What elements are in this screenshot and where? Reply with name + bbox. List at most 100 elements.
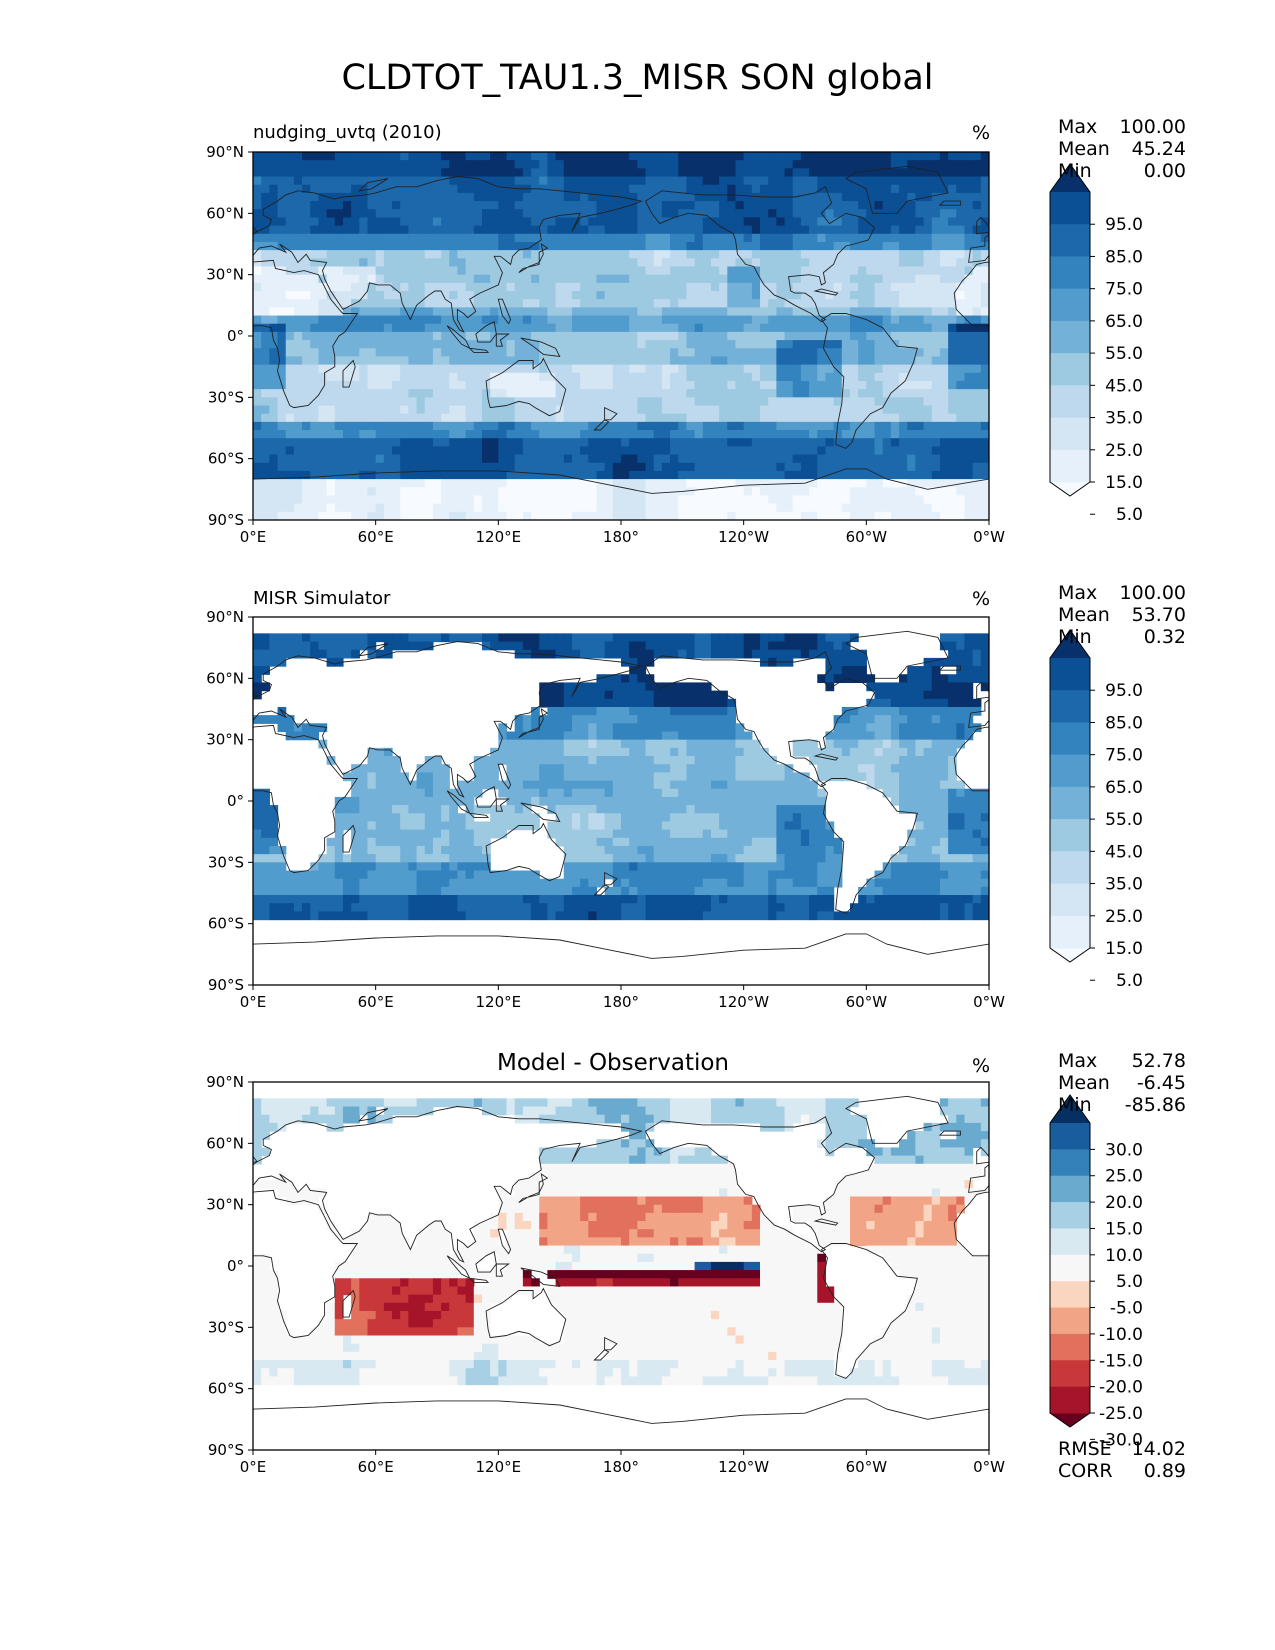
colorbar-segment: [1050, 385, 1090, 419]
diff-max: Max 52.78: [1058, 1050, 1186, 1072]
diff-stats: Max 52.78 Mean -6.45 Min -85.86: [1058, 1050, 1186, 1116]
lat-tick-label: 30°N: [206, 266, 244, 284]
lat-tick-label: 0°: [227, 792, 244, 810]
colorbar-segment: [1050, 449, 1090, 483]
colorbar-tick-label: 75.0: [1105, 280, 1143, 300]
colorbar-segment: [1050, 658, 1090, 691]
colorbar-segment: [1050, 1228, 1090, 1256]
colorbar-tick-label: 45.0: [1105, 842, 1143, 862]
lat-tick-label: 90°N: [206, 608, 244, 626]
lat-tick-label: 90°S: [208, 511, 244, 529]
lat-tick-label: 90°S: [208, 1441, 244, 1459]
lat-tick-label: 30°S: [208, 1318, 244, 1336]
lon-tick-label: 60°E: [358, 528, 394, 546]
colorbar-segment: [1050, 1307, 1090, 1335]
obs-stats: Max 100.00 Mean 53.70 Min 0.32: [1058, 582, 1186, 648]
colorbar-tick-label: 75.0: [1105, 746, 1143, 766]
lat-tick-label: 60°S: [208, 1380, 244, 1398]
lon-tick-label: 0°E: [240, 1458, 267, 1476]
colorbar-tick-label: 85.0: [1105, 713, 1143, 733]
colorbar-tick-label: -15.0: [1099, 1351, 1143, 1371]
lon-tick-label: 120°W: [718, 993, 769, 1011]
colorbar-segment: [1050, 851, 1090, 885]
colorbar-tick-label: -10.0: [1099, 1325, 1143, 1345]
lat-tick-label: 0°: [227, 327, 244, 345]
lon-tick-label: 120°W: [718, 1458, 769, 1476]
colorbar: 95.0 85.0 75.0 65.0 55.0 45.0 35.0 25.0 15.0 5.0: [1049, 163, 1143, 525]
obs-min: Min 0.32: [1058, 626, 1186, 648]
colorbar: 95.0 85.0 75.0 65.0 55.0 45.0 35.0 25.0 15.0 5.0: [1049, 629, 1143, 991]
colorbar-segment: [1050, 1254, 1090, 1282]
colorbar-tick-label: -5.0: [1110, 1299, 1143, 1319]
diff-rmse: RMSE 14.02: [1058, 1438, 1186, 1460]
lat-tick-label: 60°S: [208, 450, 244, 468]
colorbar-segment: [1050, 353, 1090, 386]
colorbar-segment: [1050, 915, 1090, 949]
colorbar-tick-label: 10.0: [1105, 1246, 1143, 1266]
lat-tick-label: 30°N: [206, 731, 244, 749]
diff-min: Min -85.86: [1058, 1094, 1186, 1116]
lon-tick-label: 120°E: [476, 993, 522, 1011]
map-field: [253, 617, 989, 985]
lon-tick-label: 120°E: [476, 1458, 522, 1476]
colorbar-tick-label: 65.0: [1105, 778, 1143, 798]
colorbar-tick-label: 5.0: [1116, 971, 1143, 991]
colorbar-tick-label: 25.0: [1105, 1167, 1143, 1187]
colorbar-tick-label: 5.0: [1116, 1272, 1143, 1292]
obs-max: Max 100.00: [1058, 582, 1186, 604]
coastlines: [253, 630, 989, 985]
colorbar-segment: [1050, 192, 1090, 225]
diff-metrics: RMSE 14.02 CORR 0.89: [1058, 1438, 1186, 1482]
colorbar-tick-label: -30.0: [1099, 1430, 1143, 1450]
colorbar-segment: [1050, 1386, 1090, 1414]
lon-tick-label: 0°W: [973, 1458, 1005, 1476]
lat-tick-label: 30°S: [208, 388, 244, 406]
colorbar-max-extension: [1050, 630, 1090, 658]
colorbar-segment: [1050, 1281, 1090, 1309]
colorbar-segment: [1050, 1333, 1090, 1361]
colorbar-tick-label: 35.0: [1105, 409, 1143, 429]
colorbar-max-extension: [1050, 164, 1090, 192]
colorbar-tick-label: 95.0: [1105, 215, 1143, 235]
model-stats: Max 100.00 Mean 45.24 Min 0.00: [1058, 116, 1186, 182]
obs-panel-units: %: [972, 588, 991, 610]
lat-tick-label: 0°: [227, 1257, 244, 1275]
colorbar-tick-label: -25.0: [1099, 1404, 1143, 1424]
lat-tick-label: 60°N: [206, 669, 244, 687]
lon-tick-label: 60°E: [358, 993, 394, 1011]
colorbar-tick-label: 20.0: [1105, 1193, 1143, 1213]
lat-tick-label: 60°S: [208, 915, 244, 933]
diff-mean: Mean -6.45: [1058, 1072, 1186, 1094]
colorbar-segment: [1050, 1360, 1090, 1388]
colorbar-tick-label: 95.0: [1105, 681, 1143, 701]
colorbar-max-extension: [1050, 1095, 1090, 1123]
lon-tick-label: 0°W: [973, 993, 1005, 1011]
lon-tick-label: 180°: [603, 993, 639, 1011]
colorbar-segment: [1050, 1202, 1090, 1229]
colorbar-segment: [1050, 256, 1090, 290]
colorbar: 30.0 25.0 20.0 15.0 10.0 5.0 -5.0 -10.0 -15.0 -20…: [1049, 1094, 1143, 1450]
colorbar-segment: [1050, 1123, 1090, 1150]
colorbar-tick-label: 5.0: [1116, 505, 1143, 525]
colorbar-tick-label: 85.0: [1105, 247, 1143, 267]
lon-tick-label: 0°E: [240, 993, 267, 1011]
coastlines: [253, 1095, 989, 1450]
colorbar-segment: [1050, 224, 1090, 257]
lat-tick-label: 90°N: [206, 143, 244, 161]
model-min: Min 0.00: [1058, 160, 1186, 182]
model-panel-title: nudging_uvtq (2010): [253, 122, 442, 143]
colorbar-tick-label: 15.0: [1105, 1219, 1143, 1239]
colorbar-tick-label: 30.0: [1105, 1140, 1143, 1160]
lat-tick-label: 60°N: [206, 204, 244, 222]
lon-tick-label: 120°E: [476, 528, 522, 546]
lon-tick-label: 60°E: [358, 1458, 394, 1476]
lon-tick-label: 180°: [603, 1458, 639, 1476]
lat-tick-label: 90°N: [206, 1073, 244, 1091]
lon-tick-label: 120°W: [718, 528, 769, 546]
lon-tick-label: 0°E: [240, 528, 267, 546]
lat-tick-label: 30°S: [208, 853, 244, 871]
colorbar-tick-label: 65.0: [1105, 312, 1143, 332]
